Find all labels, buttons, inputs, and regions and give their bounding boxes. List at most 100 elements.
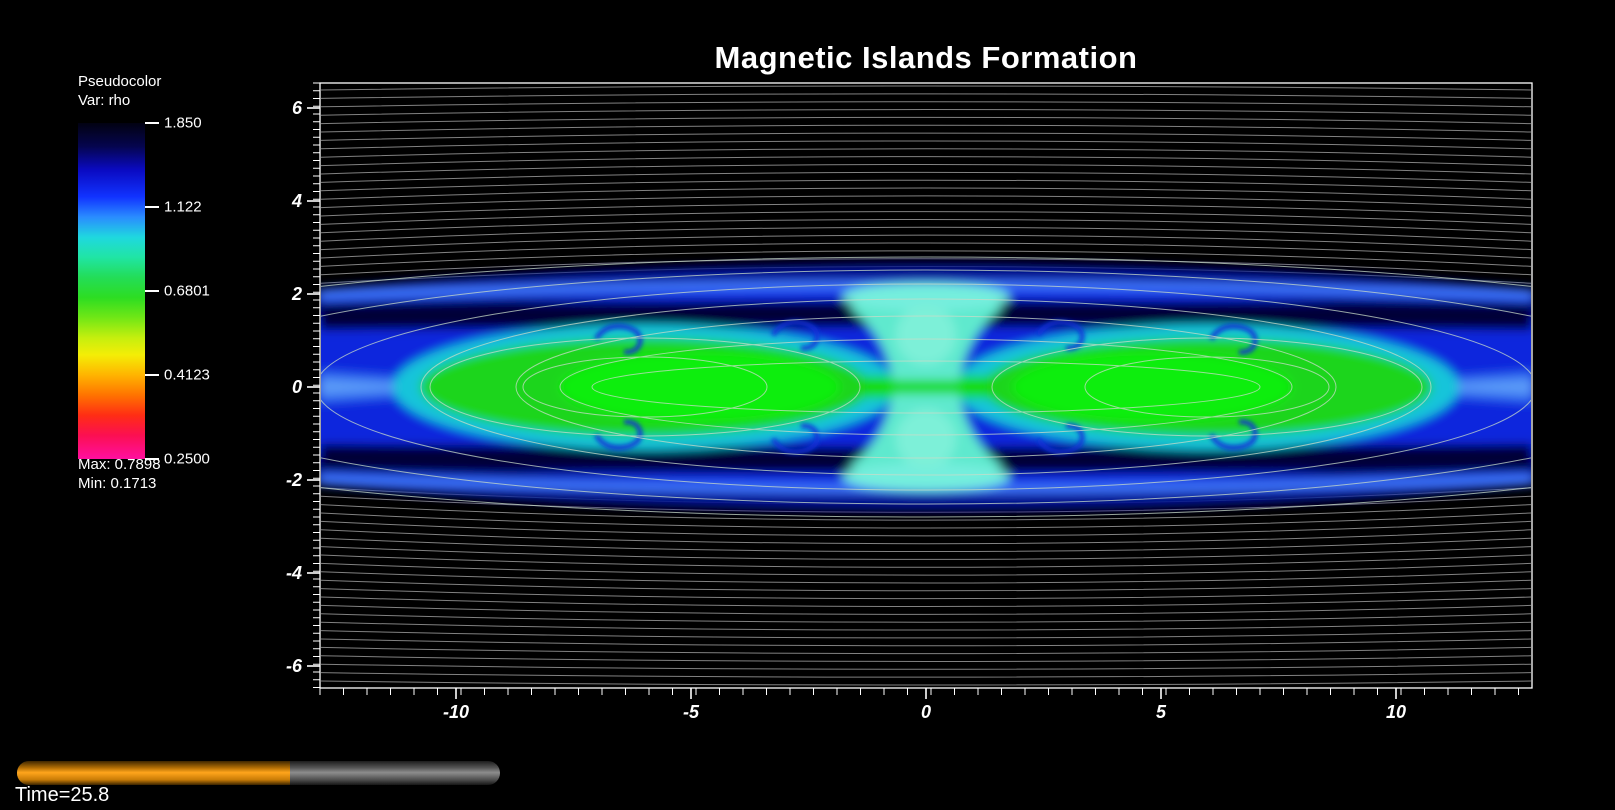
- field-line: [321, 140, 1531, 150]
- colorbar-tick-mark: [145, 122, 159, 124]
- time-readout: Time=25.8: [15, 784, 110, 806]
- curl: [593, 419, 643, 451]
- legend-var-label: Var: rho: [78, 92, 131, 109]
- field-line: [321, 512, 1531, 529]
- field-lines-upper: [321, 85, 1531, 284]
- curl: [770, 423, 820, 455]
- island-contour: [522, 356, 768, 418]
- field-line: [321, 546, 1531, 560]
- field-line: [321, 101, 1531, 108]
- x-tick-label: -10: [443, 702, 469, 722]
- field-line: [321, 588, 1531, 600]
- field-line: [321, 579, 1531, 592]
- field-line: [321, 211, 1531, 225]
- colorbar-tick-mark: [145, 458, 159, 460]
- field-line: [321, 655, 1531, 662]
- field-line: [321, 529, 1531, 545]
- plot-scene: [321, 85, 1531, 686]
- outflow-bottom-core: [896, 409, 956, 469]
- field-line: [321, 116, 1531, 125]
- field-line: [321, 604, 1531, 615]
- field-line: [321, 258, 1531, 276]
- field-line: [321, 93, 1531, 99]
- island-contour: [991, 337, 1423, 437]
- island-green-core: [1012, 352, 1292, 422]
- edge-beam-left-core: [321, 379, 460, 395]
- outflow-top-core: [896, 305, 956, 365]
- axes: -6 -4 -2 0 2 4 6 -10 -5 0 5 10: [286, 82, 1533, 722]
- field-line: [321, 646, 1531, 655]
- field-line: [321, 495, 1531, 513]
- flux-contour: [420, 298, 1432, 476]
- legend-header: Pseudocolor Var: rho: [78, 72, 161, 110]
- field-line: [321, 630, 1531, 639]
- y-tick-label: 0: [292, 377, 302, 397]
- field-line: [321, 680, 1531, 686]
- curl: [593, 323, 643, 355]
- field-line: [321, 250, 1531, 267]
- colorbar-tick-mark: [145, 290, 159, 292]
- curl: [770, 319, 820, 351]
- colorbar: [78, 123, 145, 459]
- y-tick-label: -6: [286, 656, 303, 676]
- field-line: [321, 85, 1531, 91]
- y-tick-label: -2: [286, 470, 302, 490]
- field-line: [321, 596, 1531, 607]
- field-line: [321, 621, 1531, 631]
- y-tick-label: -4: [286, 563, 302, 583]
- legend-min-value: Min: 0.1713: [78, 475, 157, 492]
- curl: [1035, 423, 1085, 455]
- y-tick-label: 4: [291, 191, 302, 211]
- x-tick-label: 10: [1386, 702, 1406, 722]
- field-line: [321, 242, 1531, 259]
- field-line: [321, 124, 1531, 133]
- field-line: [321, 571, 1531, 584]
- field-line: [321, 663, 1531, 670]
- vortex-curls: [593, 319, 1258, 455]
- field-line: [321, 234, 1531, 251]
- time-slider[interactable]: [17, 761, 500, 785]
- x-tick-label: 0: [921, 702, 931, 722]
- field-line: [321, 109, 1531, 116]
- field-line: [321, 226, 1531, 242]
- plot-title: Magnetic Islands Formation: [714, 40, 1138, 75]
- field-line: [321, 520, 1531, 537]
- colorbar-tick-mark: [145, 206, 159, 208]
- outflow-bottom-cap: [842, 463, 1010, 491]
- island-contour: [1084, 356, 1330, 418]
- curl: [1208, 323, 1258, 355]
- field-line: [321, 132, 1531, 141]
- legend-max-value: Max: 0.7898: [78, 456, 161, 473]
- field-line: [321, 171, 1531, 183]
- colorbar-tick-mark: [145, 374, 159, 376]
- field-line: [321, 638, 1531, 647]
- field-line: [321, 148, 1531, 158]
- colorbar-tick-label: 0.2500: [164, 450, 210, 468]
- curl: [1035, 319, 1085, 351]
- island-contour: [429, 337, 861, 437]
- legend-stats: Max: 0.7898 Min: 0.1713: [78, 455, 161, 493]
- field-line: [321, 504, 1531, 521]
- field-line: [321, 179, 1531, 192]
- field-line: [321, 218, 1531, 234]
- field-line: [321, 554, 1531, 568]
- field-line: [321, 562, 1531, 576]
- colorbar-tick-label: 0.6801: [164, 282, 210, 300]
- field-line: [321, 195, 1531, 209]
- y-tick-label: 2: [291, 284, 302, 304]
- flux-contour: [321, 256, 1531, 518]
- x-point-bridge: [865, 376, 987, 398]
- colorbar-tick-label: 1.850: [164, 114, 202, 132]
- flux-contour: [321, 269, 1531, 505]
- outflow-top-cap: [842, 283, 1010, 311]
- field-line: [321, 156, 1531, 167]
- field-line: [321, 164, 1531, 175]
- x-tick-label: -5: [683, 702, 700, 722]
- y-tick-label: 6: [292, 98, 303, 118]
- field-line: [321, 613, 1531, 623]
- field-line: [321, 187, 1531, 200]
- field-line: [321, 537, 1531, 553]
- pseudocolor-field: [321, 263, 1531, 511]
